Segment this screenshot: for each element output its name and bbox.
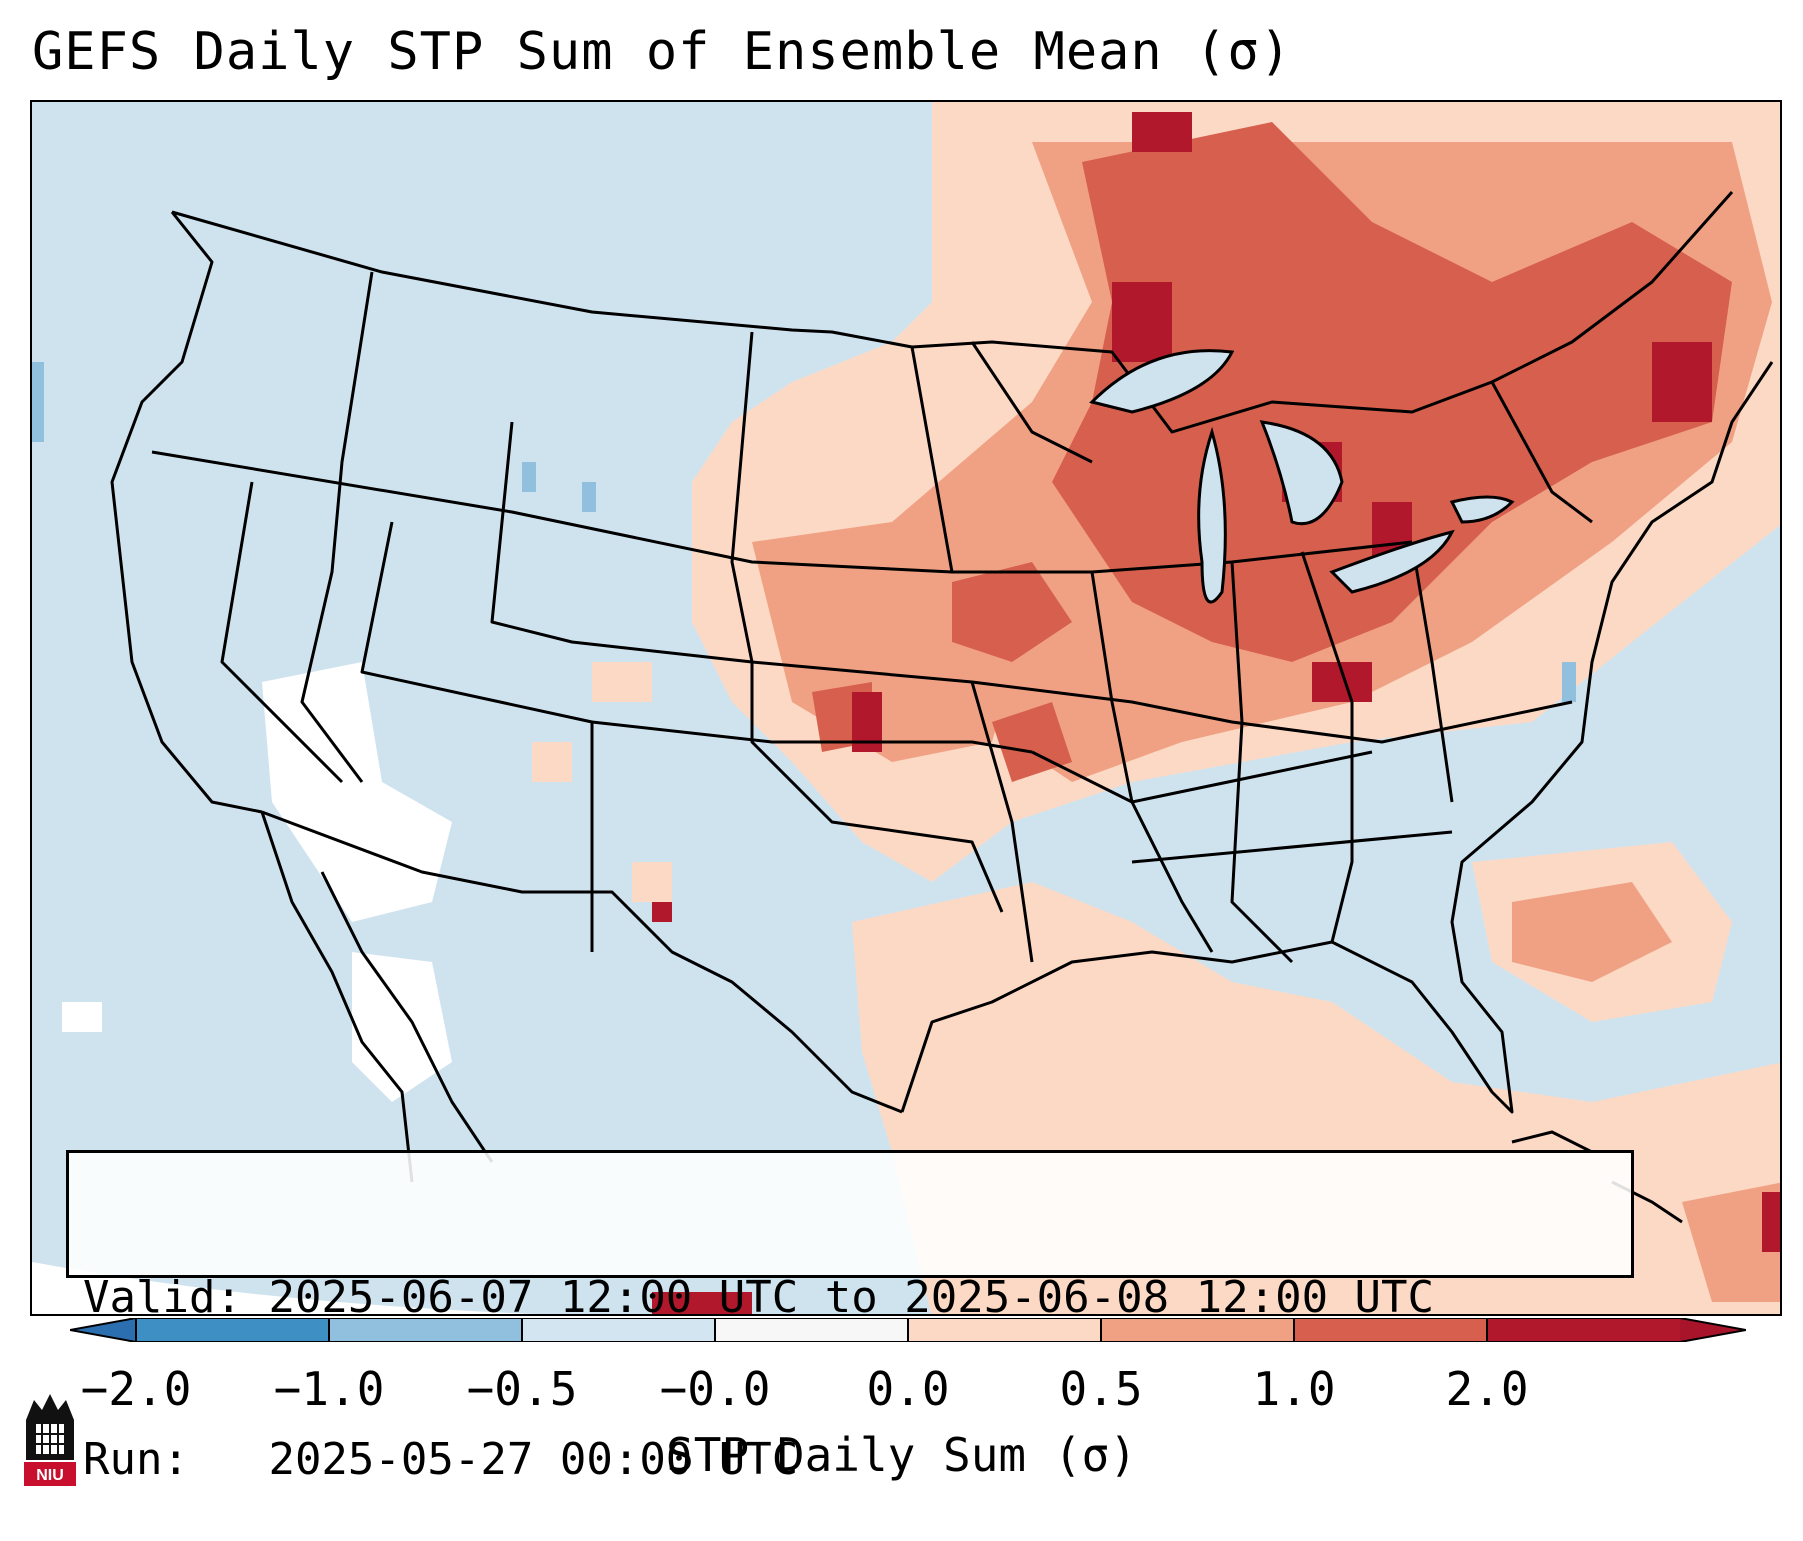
logo-badge xyxy=(24,1462,76,1486)
colorbar-segment xyxy=(329,1318,523,1342)
colorbar xyxy=(70,1318,1746,1342)
valid-row: Valid: 2025-06-07 12:00 UTC to 2025-06-0… xyxy=(83,1271,1617,1325)
colorbar-segment xyxy=(715,1318,909,1342)
run-value: 2025-05-27 00:00 UTC xyxy=(268,1434,799,1485)
colorbar-tick-label: 0.5 xyxy=(1059,1362,1143,1416)
colorbar-tick-label: 1.0 xyxy=(1252,1362,1336,1416)
niu-logo: NIU xyxy=(24,1394,76,1486)
valid-value: 2025-06-07 12:00 UTC to 2025-06-08 12:00… xyxy=(268,1272,1435,1323)
run-row: Run: 2025-05-27 00:00 UTC xyxy=(83,1433,1617,1487)
colorbar-segment xyxy=(1294,1318,1488,1342)
great-lakes xyxy=(1089,349,1515,604)
valid-run-info-box: Valid: 2025-06-07 12:00 UTC to 2025-06-0… xyxy=(66,1150,1634,1485)
anomaly-negative xyxy=(32,362,1576,702)
colorbar-segment xyxy=(1487,1318,1681,1342)
political-borders xyxy=(110,191,1774,1114)
colorbar-tick-label: −2.0 xyxy=(80,1362,192,1416)
colorbar-tick-label: −0.5 xyxy=(466,1362,578,1416)
logo-text: NIU xyxy=(36,1467,64,1484)
colorbar-extend-low xyxy=(70,1318,136,1342)
map-canvas xyxy=(32,102,1780,1314)
colorbar-tick-label: 2.0 xyxy=(1445,1362,1529,1416)
colorbar-segment xyxy=(1101,1318,1295,1342)
map-panel xyxy=(30,100,1782,1316)
colorbar-segment xyxy=(522,1318,716,1342)
colorbar-extend-high xyxy=(1680,1318,1746,1342)
colorbar-label: STP Daily Sum (σ) xyxy=(666,1428,1137,1482)
valid-label: Valid: xyxy=(83,1272,242,1323)
projection-edge xyxy=(32,1262,536,1314)
colorbar-segment xyxy=(136,1318,330,1342)
anomaly-near-zero xyxy=(62,662,452,1102)
chart-title: GEFS Daily STP Sum of Ensemble Mean (σ) xyxy=(32,22,1292,82)
colorbar-tick-label: 0.0 xyxy=(866,1362,950,1416)
colorbar-tick-label: −0.0 xyxy=(659,1362,771,1416)
colorbar-segment xyxy=(908,1318,1102,1342)
run-label: Run: xyxy=(83,1434,189,1485)
colorbar-tick-label: −1.0 xyxy=(273,1362,385,1416)
